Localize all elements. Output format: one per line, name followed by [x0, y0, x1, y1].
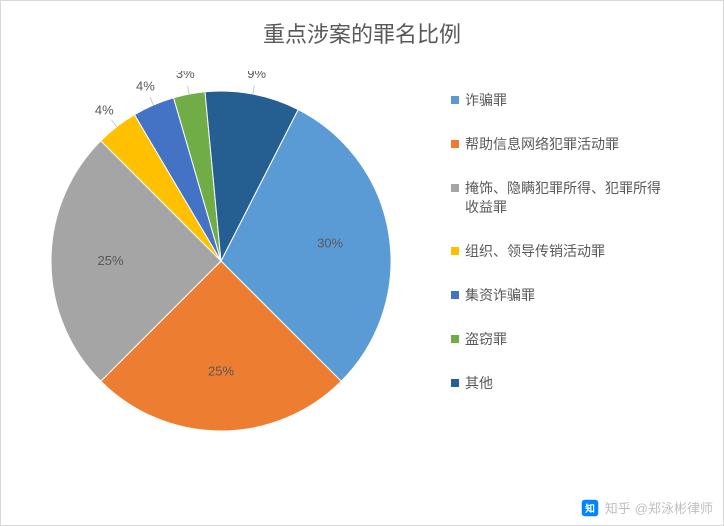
legend-swatch — [451, 96, 459, 104]
slice-percent-label: 9% — [247, 71, 266, 81]
legend-item: 帮助信息网络犯罪活动罪 — [451, 135, 701, 153]
legend-item: 盗窃罪 — [451, 330, 701, 348]
legend-label: 集资诈骗罪 — [465, 286, 665, 304]
legend-label: 盗窃罪 — [465, 330, 665, 348]
legend-item: 掩饰、隐瞒犯罪所得、犯罪所得收益罪 — [451, 179, 701, 215]
pie-plot-area: 30% 25% 25% 4% 4% 3% 9% — [31, 71, 411, 451]
slice-percent-label: 25% — [208, 364, 234, 379]
legend-swatch — [451, 335, 459, 343]
watermark-brand: 知乎 — [605, 498, 631, 517]
legend-item: 集资诈骗罪 — [451, 286, 701, 304]
legend-swatch — [451, 140, 459, 148]
watermark-text: @郑泳彬律师 — [635, 498, 713, 517]
legend-swatch — [451, 291, 459, 299]
slice-percent-label: 3% — [176, 71, 195, 81]
legend-label: 帮助信息网络犯罪活动罪 — [465, 135, 665, 153]
legend-swatch — [451, 247, 459, 255]
legend-item: 组织、领导传销活动罪 — [451, 242, 701, 260]
zhihu-logo-icon: 知 — [581, 499, 599, 517]
legend-label: 其他 — [465, 374, 665, 392]
leader-line — [253, 86, 255, 94]
legend-swatch — [451, 184, 459, 192]
chart-frame: 重点涉案的罪名比例 30% 25% 25% 4% 4% 3% 9% 诈骗罪帮助信息网络犯罪活… — [0, 0, 724, 526]
chart-title: 重点涉案的罪名比例 — [1, 17, 723, 49]
legend: 诈骗罪帮助信息网络犯罪活动罪掩饰、隐瞒犯罪所得、犯罪所得收益罪组织、领导传销活动… — [451, 91, 701, 419]
leader-line — [112, 120, 117, 127]
slice-percent-label: 4% — [136, 78, 155, 93]
legend-label: 组织、领导传销活动罪 — [465, 242, 665, 260]
legend-label: 诈骗罪 — [465, 91, 665, 109]
slice-percent-label: 4% — [95, 103, 114, 118]
legend-item: 诈骗罪 — [451, 91, 701, 109]
watermark: 知 知乎 @郑泳彬律师 — [581, 498, 713, 517]
leader-line — [150, 97, 153, 105]
legend-swatch — [451, 379, 459, 387]
slice-percent-label: 30% — [317, 236, 343, 251]
legend-item: 其他 — [451, 374, 701, 392]
pie-chart: 30% 25% 25% 4% 4% 3% 9% — [31, 71, 411, 451]
legend-label: 掩饰、隐瞒犯罪所得、犯罪所得收益罪 — [465, 179, 665, 215]
leader-line — [188, 86, 190, 94]
svg-text:知: 知 — [585, 501, 595, 514]
slice-percent-label: 25% — [97, 253, 123, 268]
